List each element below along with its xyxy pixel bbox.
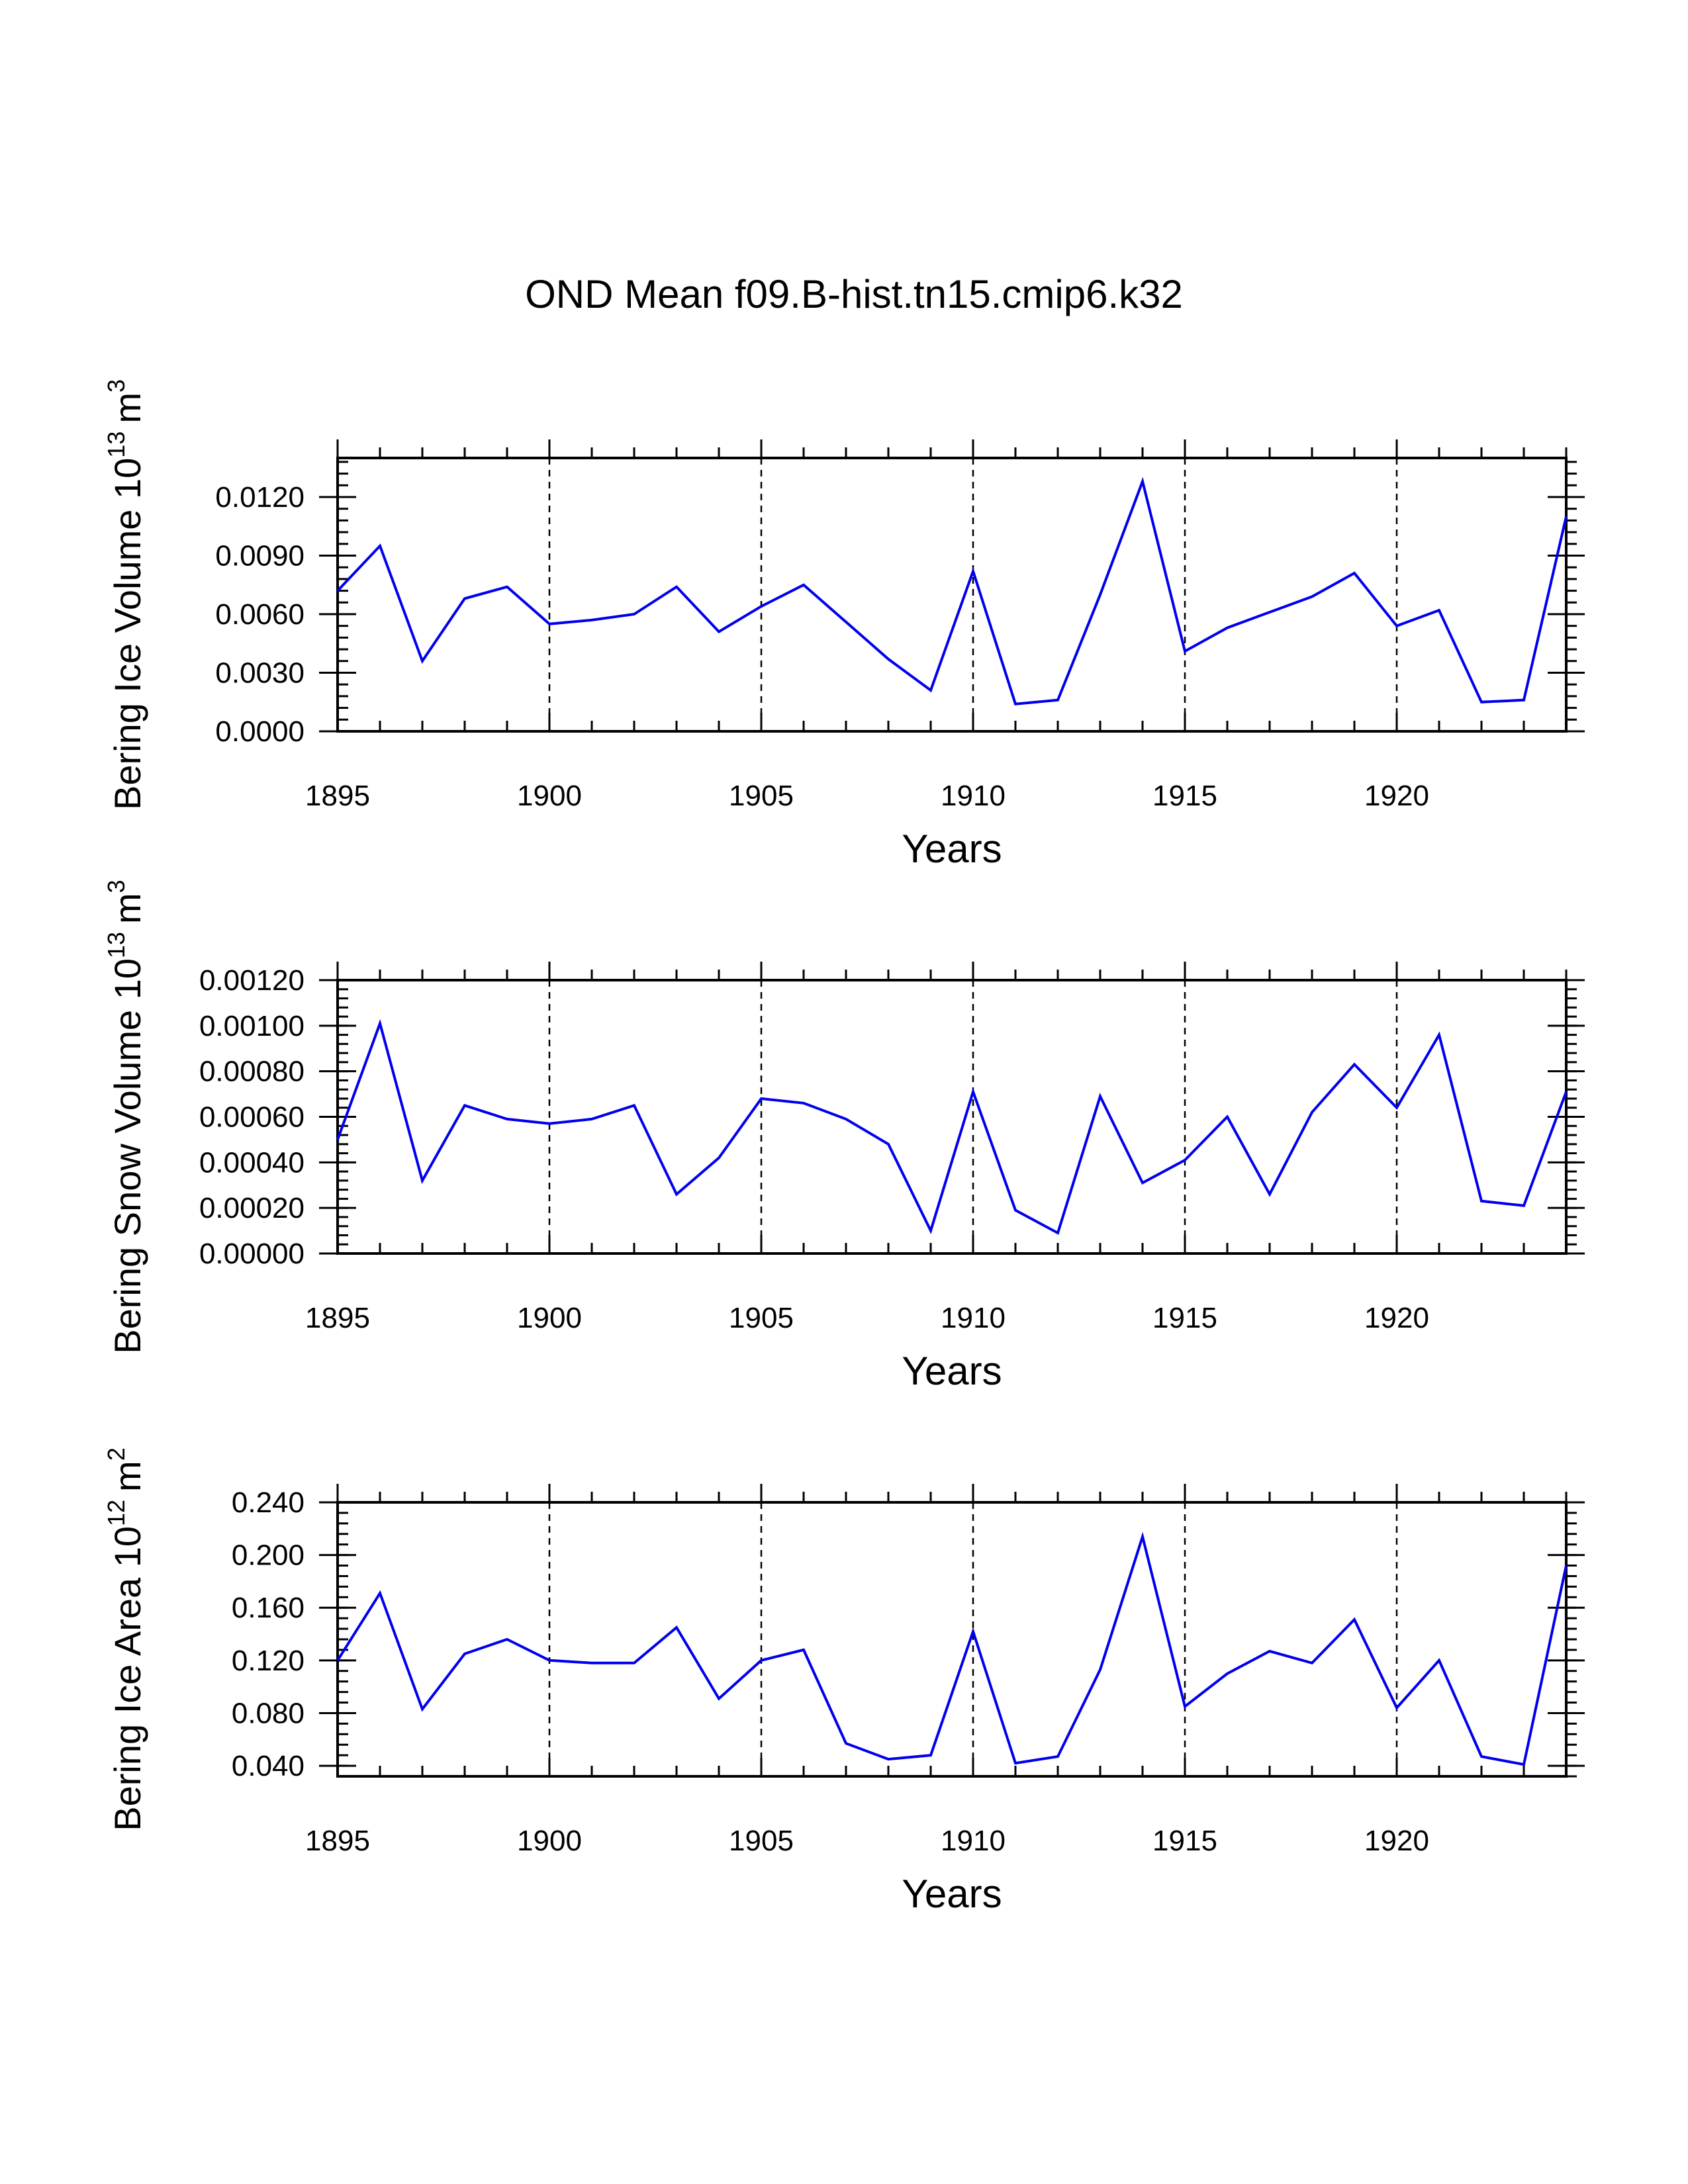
x-tick-label: 1905	[729, 1825, 794, 1857]
y-tick-label: 0.200	[232, 1539, 305, 1572]
y-tick-label: 0.0000	[215, 715, 305, 748]
y-tick-label: 0.00000	[199, 1238, 305, 1270]
y-tick-label: 0.0060	[215, 598, 305, 631]
x-tick-label: 1905	[729, 1302, 794, 1334]
y-label-unit: m	[107, 1461, 148, 1492]
panel-3: 1895 1900 1905 1910 1915 1920 0.040 0.080 0.120 0…	[103, 1447, 1585, 1916]
data-series-line	[336, 1019, 1568, 1235]
plot-frame	[336, 979, 1568, 1255]
y-label-unit-exponent: 3	[103, 880, 130, 893]
data-series-line	[336, 1531, 1568, 1766]
y-tick-label: 0.00080	[199, 1056, 305, 1088]
y-tick-label: 0.040	[232, 1750, 305, 1782]
y-tick-label: 0.080	[232, 1697, 305, 1729]
x-tick-label: 1910	[941, 1302, 1006, 1334]
panel-1: 1895 1900 1905 1910 1915 1920 0.0000 0.0030 0.00…	[103, 379, 1585, 871]
y-label-text: Bering Snow Volume 10	[107, 958, 148, 1354]
x-tick-label: 1915	[1152, 1825, 1217, 1857]
y-tick-label: 0.00100	[199, 1010, 305, 1042]
y-axis-label: Bering Snow Volume 1013 m3	[103, 880, 148, 1353]
plot-frame	[336, 1501, 1568, 1778]
y-label-text: Bering Ice Area 10	[107, 1526, 148, 1831]
x-axis-label: Years	[902, 1349, 1002, 1393]
x-tick-label: 1900	[517, 780, 582, 812]
x-tick-label: 1920	[1364, 780, 1429, 812]
y-label-unit: m	[107, 392, 148, 424]
x-tick-label: 1900	[517, 1825, 582, 1857]
panels: 1895 1900 1905 1910 1915 1920 0.0000 0.0030 0.00…	[103, 379, 1585, 1916]
y-label-text: Bering Ice Volume 10	[107, 458, 148, 810]
x-tick-label: 1895	[305, 1825, 370, 1857]
chart-title: OND Mean f09.B-hist.tn15.cmip6.k32	[525, 272, 1183, 316]
panel-2: 1895 1900 1905 1910 1915 1920 0.00000 0.00020 0.…	[103, 880, 1585, 1393]
y-tick-label: 0.0090	[215, 540, 305, 572]
y-axis-label: Bering Ice Volume 1013 m3	[103, 379, 148, 810]
x-tick-label: 1900	[517, 1302, 582, 1334]
x-tick-label: 1910	[941, 1825, 1006, 1857]
y-label-unit-exponent: 2	[103, 1447, 130, 1461]
y-tick-label: 0.00020	[199, 1192, 305, 1224]
x-tick-label: 1915	[1152, 780, 1217, 812]
y-label-unit-exponent: 3	[103, 379, 130, 392]
y-label-exponent: 13	[103, 932, 130, 958]
x-tick-label: 1895	[305, 780, 370, 812]
y-label-exponent: 12	[103, 1500, 130, 1526]
x-tick-label: 1905	[729, 780, 794, 812]
y-tick-label: 0.160	[232, 1592, 305, 1624]
y-tick-label: 0.0030	[215, 657, 305, 690]
y-axis-label: Bering Ice Area 1012 m2	[103, 1447, 148, 1831]
y-tick-label: 0.240	[232, 1486, 305, 1519]
x-tick-label: 1920	[1364, 1825, 1429, 1857]
y-tick-label: 0.00060	[199, 1101, 305, 1134]
y-tick-label: 0.120	[232, 1645, 305, 1677]
y-tick-label: 0.0120	[215, 481, 305, 514]
y-label-unit: m	[107, 893, 148, 924]
x-tick-label: 1895	[305, 1302, 370, 1334]
data-series-line	[336, 477, 1568, 705]
plot-frame	[336, 457, 1568, 733]
x-axis-label: Years	[902, 827, 1002, 871]
y-tick-label: 0.00120	[199, 964, 305, 997]
x-tick-label: 1920	[1364, 1302, 1429, 1334]
x-axis-label: Years	[902, 1872, 1002, 1916]
x-tick-label: 1910	[941, 780, 1006, 812]
y-tick-label: 0.00040	[199, 1146, 305, 1179]
x-tick-label: 1915	[1152, 1302, 1217, 1334]
y-label-exponent: 13	[103, 432, 130, 458]
